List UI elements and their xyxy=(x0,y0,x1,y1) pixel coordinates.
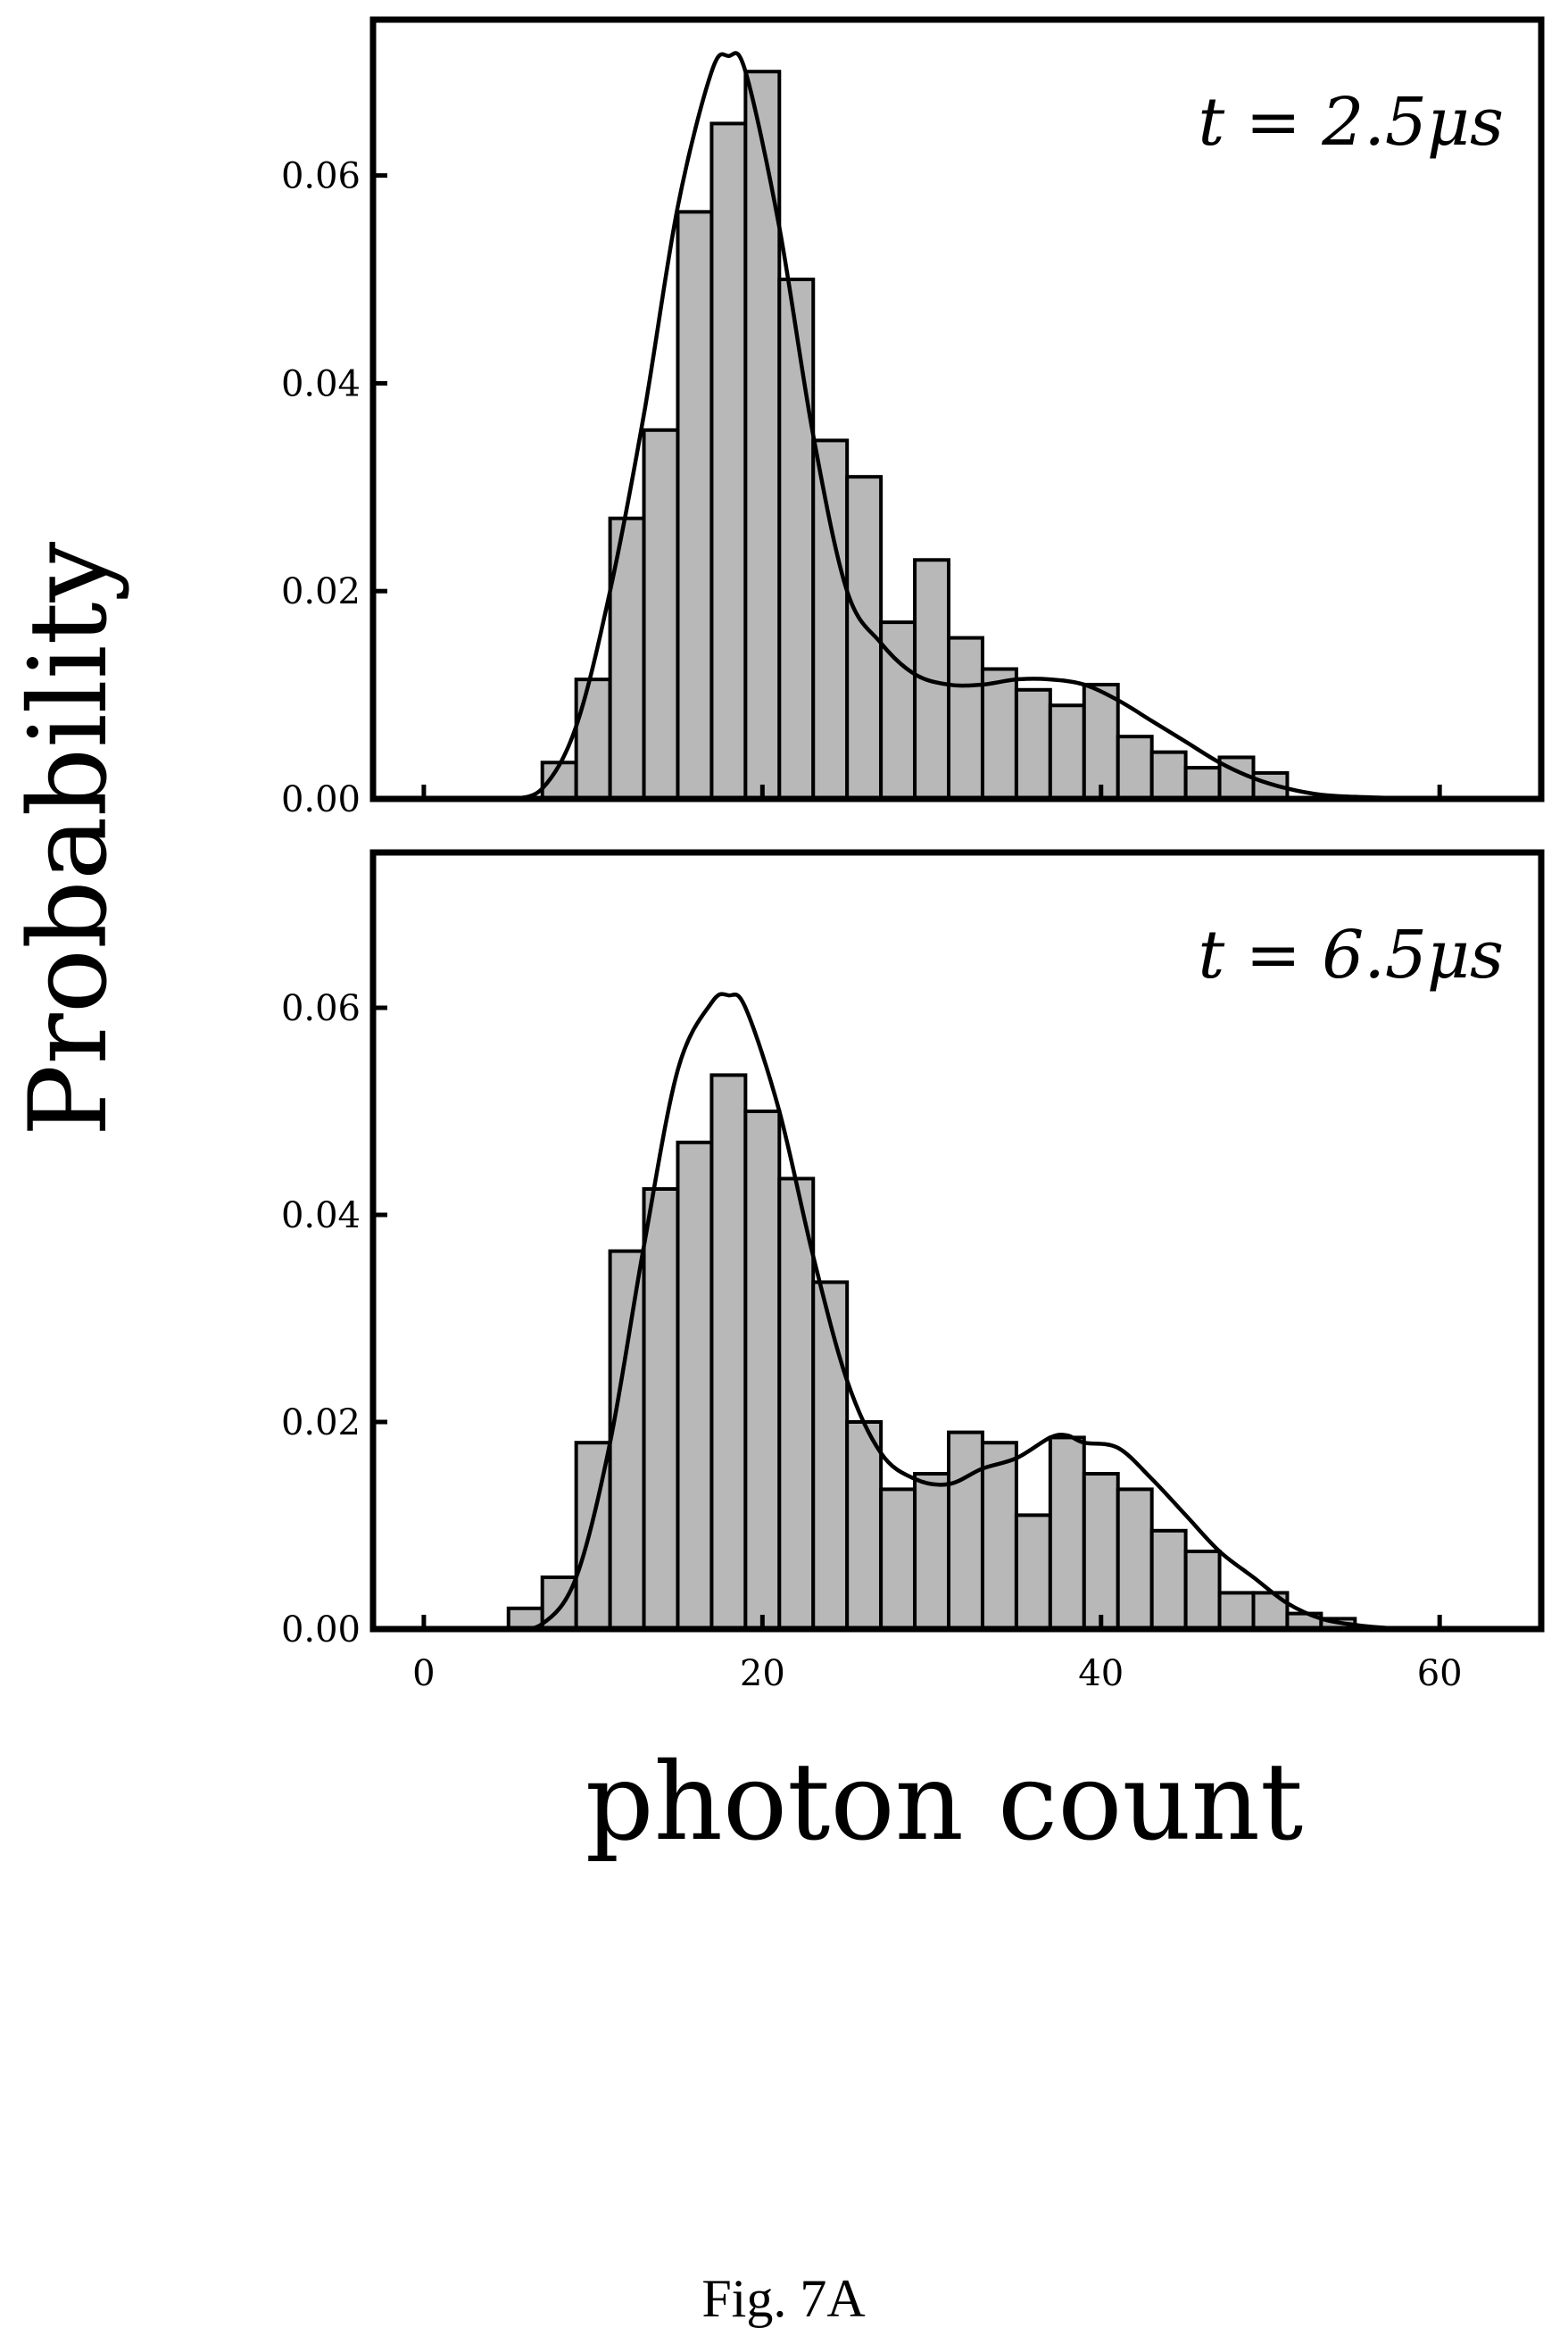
bottom-panel-ticks xyxy=(373,1005,1442,1632)
bottom-histogram-bars xyxy=(506,1073,1357,1632)
y-tick-label: 0.04 xyxy=(281,1195,361,1236)
histogram-bar xyxy=(1149,1528,1188,1632)
y-axis-title: Probability xyxy=(7,541,131,1136)
histogram-bar xyxy=(1183,1550,1222,1631)
top-histogram-panel: 0.00 0.02 0.04 0.06 t = 2.5μs xyxy=(281,16,1545,820)
histogram-bar xyxy=(777,1176,816,1632)
histogram-bar xyxy=(1116,1487,1154,1632)
histogram-bar xyxy=(947,1430,984,1631)
histogram-bar xyxy=(709,121,748,801)
histogram-bar xyxy=(1116,735,1154,801)
histogram-bar xyxy=(1183,766,1222,802)
x-tick-label: 60 xyxy=(1417,1653,1463,1694)
y-tick-label: 0.06 xyxy=(281,156,361,197)
histogram-bar xyxy=(743,1110,782,1631)
bottom-panel-annotation: t = 6.5μs xyxy=(1198,917,1504,994)
x-tick-labels: 0 20 40 60 xyxy=(412,1653,1462,1694)
x-tick-label: 40 xyxy=(1078,1653,1124,1694)
bottom-panel-frame xyxy=(369,849,1545,1633)
histogram-bar xyxy=(608,1249,646,1631)
top-fit-curve xyxy=(508,51,1423,802)
x-tick-label: 20 xyxy=(740,1653,785,1694)
histogram-bar xyxy=(1014,1513,1052,1632)
histogram-bar xyxy=(980,667,1018,801)
histogram-bar xyxy=(980,1441,1018,1631)
histogram-bar xyxy=(1082,1472,1120,1631)
histogram-bar xyxy=(1149,750,1188,801)
histogram-bar xyxy=(777,278,816,801)
bottom-histogram-panel: 0.00 0.02 0.04 0.06 t = 6.5μs xyxy=(281,849,1545,1650)
histogram-bar xyxy=(642,1187,680,1631)
histogram-bar xyxy=(1217,1591,1256,1632)
histogram-bar xyxy=(1014,687,1052,802)
histogram-bar xyxy=(879,1487,917,1632)
histogram-bar xyxy=(913,1472,951,1631)
histogram-bar xyxy=(1048,703,1086,801)
histogram-bar xyxy=(709,1073,748,1631)
histogram-bar xyxy=(947,636,984,802)
histogram-bar xyxy=(1082,682,1120,802)
histogram-bar xyxy=(845,1420,884,1631)
top-y-tick-labels: 0.00 0.02 0.04 0.06 xyxy=(281,156,361,820)
histogram-bar xyxy=(676,210,714,801)
histogram-bar xyxy=(676,1140,714,1632)
top-panel-ticks xyxy=(373,173,1442,802)
y-tick-label: 0.00 xyxy=(281,779,361,820)
x-tick-label: 0 xyxy=(412,1653,435,1694)
y-tick-label: 0.02 xyxy=(281,571,361,612)
y-tick-label: 0.06 xyxy=(281,988,361,1029)
y-tick-label: 0.02 xyxy=(281,1402,361,1443)
top-histogram-bars xyxy=(540,70,1290,802)
y-tick-label: 0.00 xyxy=(281,1609,361,1650)
top-panel-frame xyxy=(369,16,1545,802)
histogram-bar xyxy=(811,438,850,801)
y-tick-label: 0.04 xyxy=(281,363,361,404)
histogram-bar xyxy=(743,70,782,801)
histogram-bar xyxy=(574,678,612,802)
bottom-fit-curve xyxy=(508,992,1423,1632)
top-panel-annotation: t = 2.5μs xyxy=(1198,84,1504,161)
histogram-bar xyxy=(811,1280,850,1632)
histogram-bar xyxy=(1048,1435,1086,1632)
bottom-y-tick-labels: 0.00 0.02 0.04 0.06 xyxy=(281,988,361,1650)
histogram-bar xyxy=(642,428,680,801)
figure-caption: Fig. 7A xyxy=(701,2269,865,2328)
x-axis-title: photon count xyxy=(585,1741,1304,1865)
